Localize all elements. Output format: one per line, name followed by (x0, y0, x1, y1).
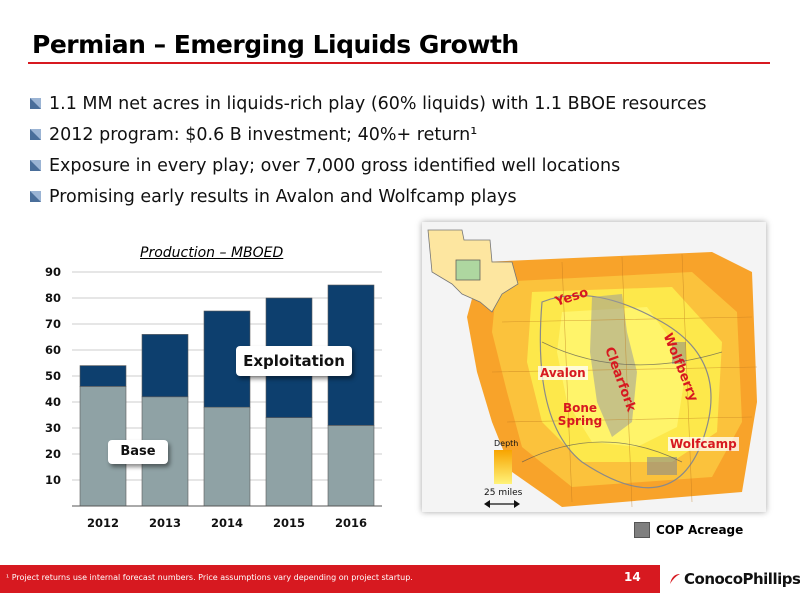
map-label-avalon: Avalon (538, 366, 588, 380)
map-label-bone-spring: Bone Spring (557, 401, 603, 428)
legend-label: COP Acreage (656, 523, 744, 537)
chart-title: Production – MBOED (140, 245, 284, 261)
page-number: 14 (624, 570, 641, 584)
scale-label: 25 miles (484, 488, 523, 498)
bar-exploitation (79, 365, 127, 387)
map-legend: COP Acreage (634, 522, 743, 538)
x-tick-label: 2014 (211, 516, 243, 530)
inset-locator-box (455, 259, 481, 281)
road-lines (521, 341, 723, 463)
x-tick-label: 2016 (335, 516, 367, 530)
bar-base (265, 417, 313, 507)
footer-bar (0, 565, 660, 593)
bullet-list: 1.1 MM net acres in liquids-rich play (6… (30, 88, 707, 212)
cop-acreage-block (647, 457, 677, 475)
bullet-arrow-icon (30, 129, 41, 140)
bullet-text: 1.1 MM net acres in liquids-rich play (6… (49, 93, 707, 114)
bullet-arrow-icon (30, 160, 41, 171)
y-tick-label: 80 (45, 291, 61, 305)
bullet-text: Promising early results in Avalon and Wo… (49, 186, 517, 207)
map-graphic (422, 222, 766, 512)
bullet-item: 1.1 MM net acres in liquids-rich play (6… (30, 88, 707, 119)
bullet-arrow-icon (30, 191, 41, 202)
production-chart: 10 20 30 40 50 60 70 80 90 2012 2013 2014 2015 2016 (45, 265, 382, 530)
depth-label: Depth (494, 439, 519, 448)
bar-base (203, 406, 251, 507)
logo-text: ConocoPhillips (684, 570, 800, 588)
map-label-wolfcamp: Wolfcamp (668, 437, 739, 451)
bullet-text: Exposure in every play; over 7,000 gross… (49, 155, 621, 176)
y-tick-label: 20 (45, 447, 61, 461)
x-tick-label: 2015 (273, 516, 305, 530)
cop-acreage-block (590, 294, 637, 437)
y-tick-label: 70 (45, 317, 61, 331)
bullet-item: 2012 program: $0.6 B investment; 40%+ re… (30, 119, 707, 150)
cop-acreage-block (672, 342, 686, 364)
exploitation-callout: Exploitation (236, 346, 352, 376)
y-tick-label: 30 (45, 421, 61, 435)
base-callout: Base (108, 440, 168, 464)
bullet-item: Exposure in every play; over 7,000 gross… (30, 150, 707, 181)
y-tick-label: 40 (45, 395, 61, 409)
bullet-arrow-icon (30, 98, 41, 109)
bullet-item: Promising early results in Avalon and Wo… (30, 181, 707, 212)
y-tick-label: 10 (45, 473, 61, 487)
slide-title: Permian – Emerging Liquids Growth (32, 30, 519, 59)
double-arrow-icon (484, 500, 520, 508)
bar-base (327, 425, 375, 507)
title-rule (28, 62, 770, 64)
permian-map: Yeso Avalon Clearfork Wolfberry Bone Spr… (422, 222, 766, 512)
bullet-text: 2012 program: $0.6 B investment; 40%+ re… (49, 124, 478, 145)
x-tick-label: 2013 (149, 516, 181, 530)
y-tick-label: 90 (45, 265, 61, 279)
company-logo: ConocoPhillips (668, 570, 800, 588)
county-lines (491, 253, 758, 508)
y-tick-label: 60 (45, 343, 61, 357)
x-tick-label: 2012 (87, 516, 119, 530)
footnote: ¹ Project returns use internal forecast … (6, 573, 413, 582)
y-tick-label: 50 (45, 369, 61, 383)
logo-mark-icon (670, 574, 680, 584)
legend-swatch (634, 522, 650, 538)
bar-exploitation (141, 334, 189, 398)
depth-scale-bar (494, 450, 512, 484)
